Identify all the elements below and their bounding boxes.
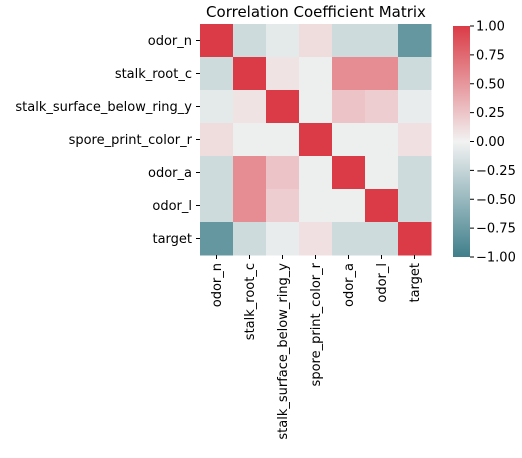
colorbar-tick-label: 0.00 (476, 135, 505, 150)
heatmap-cell-0-5 (365, 24, 399, 58)
heatmap-cell-1-4 (332, 57, 366, 91)
colorbar-tick-label: −0.25 (476, 164, 516, 179)
heatmap-cell-0-1 (233, 24, 267, 58)
heatmap-cell-6-1 (233, 222, 267, 256)
column-label: stalk_surface_below_ring_y (276, 263, 291, 440)
heatmap-cell-3-5 (365, 123, 399, 157)
heatmap-cell-6-0 (200, 222, 234, 256)
chart-title: Correlation Coefficient Matrix (206, 3, 426, 21)
heatmap-cell-5-3 (299, 189, 333, 223)
heatmap-cell-5-5 (365, 189, 399, 223)
heatmap-cell-5-0 (200, 189, 234, 223)
heatmap-cell-2-5 (365, 90, 399, 124)
heatmap-cell-2-1 (233, 90, 267, 124)
row-label: stalk_surface_below_ring_y (15, 100, 192, 115)
column-labels: odor_n stalk_root_c stalk_surface_below_ri… (210, 255, 423, 440)
heatmap-cell-2-6 (398, 90, 432, 124)
heatmap-cell-5-6 (398, 189, 432, 223)
heatmap-cell-0-3 (299, 24, 333, 58)
heatmap-cells (200, 24, 432, 256)
heatmap-cell-0-4 (332, 24, 366, 58)
colorbar-tick-label: −0.50 (476, 193, 516, 208)
heatmap-cell-6-3 (299, 222, 333, 256)
heatmap-cell-6-2 (266, 222, 300, 256)
heatmap-cell-3-3 (299, 123, 333, 157)
column-label: stalk_root_c (243, 263, 258, 340)
heatmap-cell-3-1 (233, 123, 267, 157)
heatmap-cell-5-4 (332, 189, 366, 223)
heatmap-cell-4-3 (299, 156, 333, 190)
heatmap-cell-1-2 (266, 57, 300, 91)
column-label: spore_print_color_r (309, 262, 324, 386)
heatmap-cell-4-1 (233, 156, 267, 190)
row-label: stalk_root_c (115, 67, 192, 82)
row-label: spore_print_color_r (69, 133, 193, 148)
row-label: odor_n (148, 34, 192, 49)
heatmap-cell-2-3 (299, 90, 333, 124)
colorbar-ticks: 1.00 0.75 0.50 0.25 0.00 −0.25 −0.50 −0.75 −1.00 (470, 20, 516, 266)
colorbar-tick-label: 1.00 (476, 20, 505, 35)
heatmap-cell-0-2 (266, 24, 300, 58)
heatmap-cell-5-1 (233, 189, 267, 223)
row-label: target (152, 232, 192, 247)
column-label: odor_n (210, 263, 225, 307)
heatmap-cell-4-2 (266, 156, 300, 190)
heatmap-cell-4-0 (200, 156, 234, 190)
row-labels: odor_n stalk_root_c stalk_surface_below_ri… (15, 34, 200, 247)
colorbar-tick-label: −0.75 (476, 222, 516, 237)
column-label: odor_a (342, 263, 357, 307)
heatmap-cell-1-0 (200, 57, 234, 91)
colorbar-tick-label: −1.00 (476, 251, 516, 266)
heatmap-cell-2-2 (266, 90, 300, 124)
heatmap-cell-1-6 (398, 57, 432, 91)
heatmap-cell-3-0 (200, 123, 234, 157)
heatmap-cell-6-6 (398, 222, 432, 256)
heatmap-cell-0-0 (200, 24, 234, 58)
colorbar-tick-label: 0.75 (476, 48, 505, 63)
heatmap-cell-1-3 (299, 57, 333, 91)
heatmap-cell-4-6 (398, 156, 432, 190)
heatmap-cell-6-4 (332, 222, 366, 256)
colorbar (453, 26, 470, 257)
heatmap-cell-1-5 (365, 57, 399, 91)
row-label: odor_a (148, 166, 192, 181)
heatmap-cell-1-1 (233, 57, 267, 91)
colorbar-tick-label: 0.25 (476, 106, 505, 121)
heatmap-cell-2-4 (332, 90, 366, 124)
colorbar-tick-label: 0.50 (476, 77, 505, 92)
heatmap-cell-0-6 (398, 24, 432, 58)
heatmap-cell-4-4 (332, 156, 366, 190)
column-label: odor_l (375, 263, 390, 303)
heatmap-cell-3-2 (266, 123, 300, 157)
heatmap-cell-4-5 (365, 156, 399, 190)
heatmap-cell-2-0 (200, 90, 234, 124)
row-label: odor_l (152, 199, 192, 214)
heatmap-cell-3-4 (332, 123, 366, 157)
heatmap-cell-3-6 (398, 123, 432, 157)
column-label: target (408, 263, 423, 303)
heatmap-cell-5-2 (266, 189, 300, 223)
heatmap-cell-6-5 (365, 222, 399, 256)
